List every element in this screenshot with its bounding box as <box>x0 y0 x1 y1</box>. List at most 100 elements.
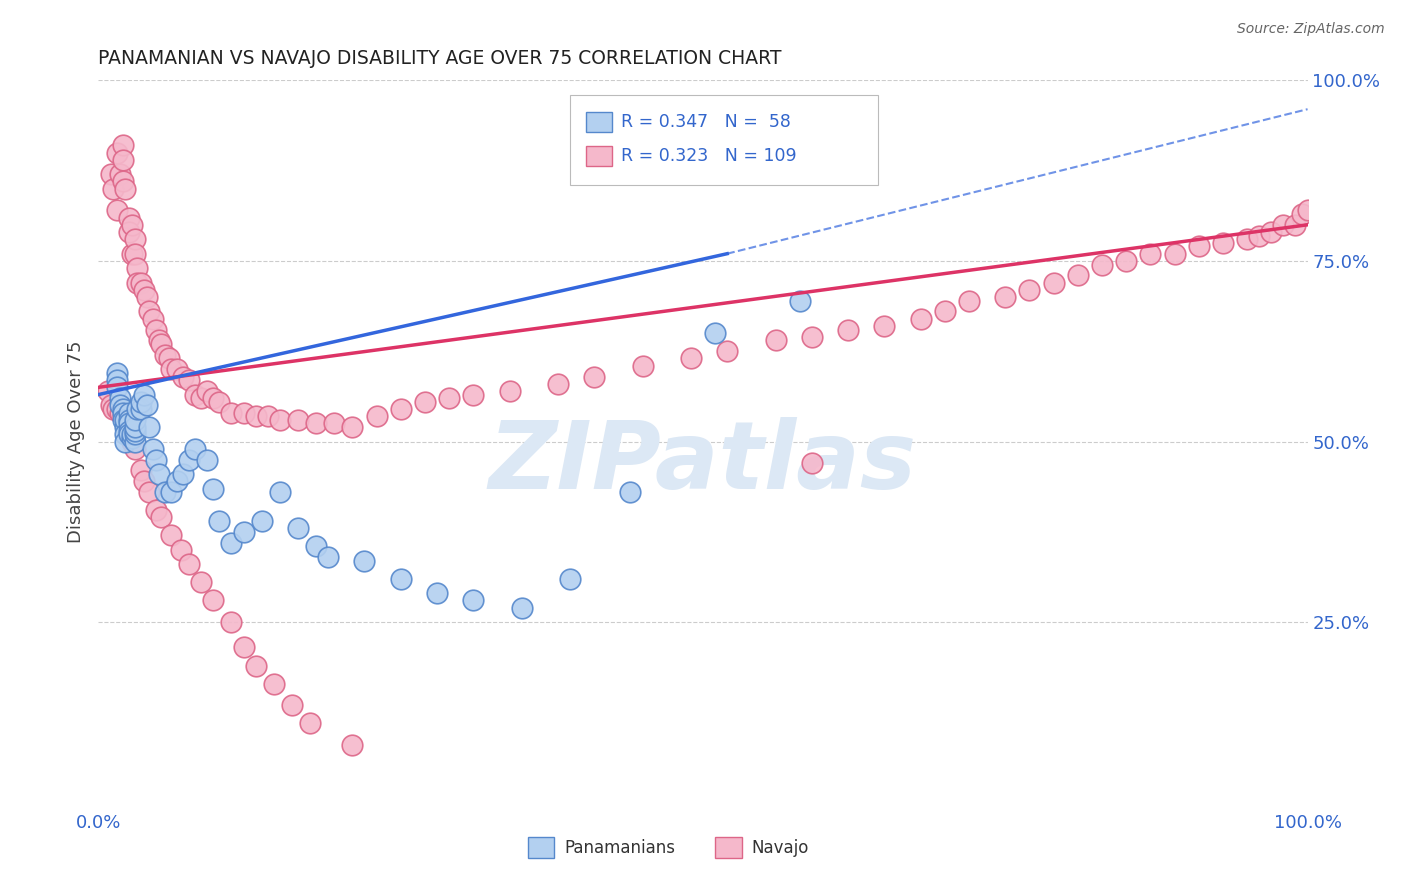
Point <box>138 485 160 500</box>
Point <box>342 420 364 434</box>
Point <box>208 514 231 528</box>
Point <box>108 406 131 420</box>
Point <box>184 442 207 456</box>
Point <box>437 391 460 405</box>
FancyBboxPatch shape <box>527 838 554 858</box>
Point <box>202 391 225 405</box>
Text: Navajo: Navajo <box>751 838 808 856</box>
Point <box>166 362 188 376</box>
Point <box>583 369 606 384</box>
Point <box>716 344 738 359</box>
Point <box>413 394 436 409</box>
Point <box>148 467 170 481</box>
Point <box>127 402 149 417</box>
FancyBboxPatch shape <box>716 838 742 858</box>
Point <box>142 311 165 326</box>
Point <box>1272 218 1295 232</box>
Point <box>121 427 143 442</box>
Point <box>121 434 143 449</box>
Point <box>179 373 201 387</box>
Point <box>837 322 859 336</box>
Point <box>510 600 533 615</box>
Point <box>111 402 134 417</box>
FancyBboxPatch shape <box>569 95 879 185</box>
Point <box>1163 246 1185 260</box>
Text: PANAMANIAN VS NAVAJO DISABILITY AGE OVER 75 CORRELATION CHART: PANAMANIAN VS NAVAJO DISABILITY AGE OVER… <box>98 48 782 68</box>
Point <box>1212 235 1234 250</box>
Point <box>129 276 152 290</box>
Point <box>195 452 218 467</box>
Point <box>97 384 120 398</box>
Point <box>1018 283 1040 297</box>
Point <box>221 406 243 420</box>
Point <box>105 203 128 218</box>
Point <box>172 467 194 481</box>
Point <box>232 406 254 420</box>
Point <box>121 246 143 260</box>
Point <box>558 572 581 586</box>
Point <box>190 575 212 590</box>
Point <box>118 424 141 438</box>
Point <box>145 452 167 467</box>
Point <box>108 391 131 405</box>
Point <box>1042 276 1064 290</box>
Point <box>323 417 346 431</box>
Point <box>910 311 932 326</box>
Point <box>1249 228 1271 243</box>
Point <box>114 434 136 449</box>
Point <box>934 304 956 318</box>
Point <box>245 409 267 424</box>
Point <box>121 431 143 445</box>
Point <box>631 359 654 373</box>
Point <box>101 182 124 196</box>
Point <box>221 615 243 630</box>
Point <box>105 145 128 160</box>
Point <box>121 218 143 232</box>
Point <box>114 427 136 442</box>
Point <box>172 369 194 384</box>
Point <box>256 409 278 424</box>
Point <box>111 153 134 167</box>
Point <box>114 413 136 427</box>
Point <box>121 427 143 442</box>
Point <box>221 535 243 549</box>
Point <box>118 420 141 434</box>
Point <box>463 593 485 607</box>
Point <box>160 485 183 500</box>
Point <box>765 334 787 348</box>
Point <box>1291 207 1313 221</box>
Point <box>124 232 146 246</box>
Text: Panamanians: Panamanians <box>564 838 675 856</box>
Point <box>1115 253 1137 268</box>
Point <box>1260 225 1282 239</box>
Point <box>118 427 141 442</box>
Point <box>160 362 183 376</box>
Point <box>1284 218 1306 232</box>
Point <box>287 413 309 427</box>
Point <box>800 456 823 470</box>
Point <box>389 402 412 417</box>
Point <box>547 376 569 391</box>
Point <box>269 485 291 500</box>
Point <box>1091 258 1114 272</box>
Point <box>124 427 146 442</box>
Point <box>145 322 167 336</box>
Point <box>195 384 218 398</box>
Point <box>184 387 207 401</box>
Point <box>269 413 291 427</box>
Point <box>1139 246 1161 260</box>
Point <box>114 182 136 196</box>
Point <box>202 482 225 496</box>
Point <box>114 420 136 434</box>
Text: Source: ZipAtlas.com: Source: ZipAtlas.com <box>1237 22 1385 37</box>
Point <box>124 442 146 456</box>
Point <box>1296 203 1319 218</box>
Point <box>124 246 146 260</box>
Point <box>179 452 201 467</box>
Point <box>118 413 141 427</box>
Text: R = 0.347   N =  58: R = 0.347 N = 58 <box>621 113 790 131</box>
Point <box>127 276 149 290</box>
Point <box>179 558 201 572</box>
Point <box>105 373 128 387</box>
Point <box>118 413 141 427</box>
